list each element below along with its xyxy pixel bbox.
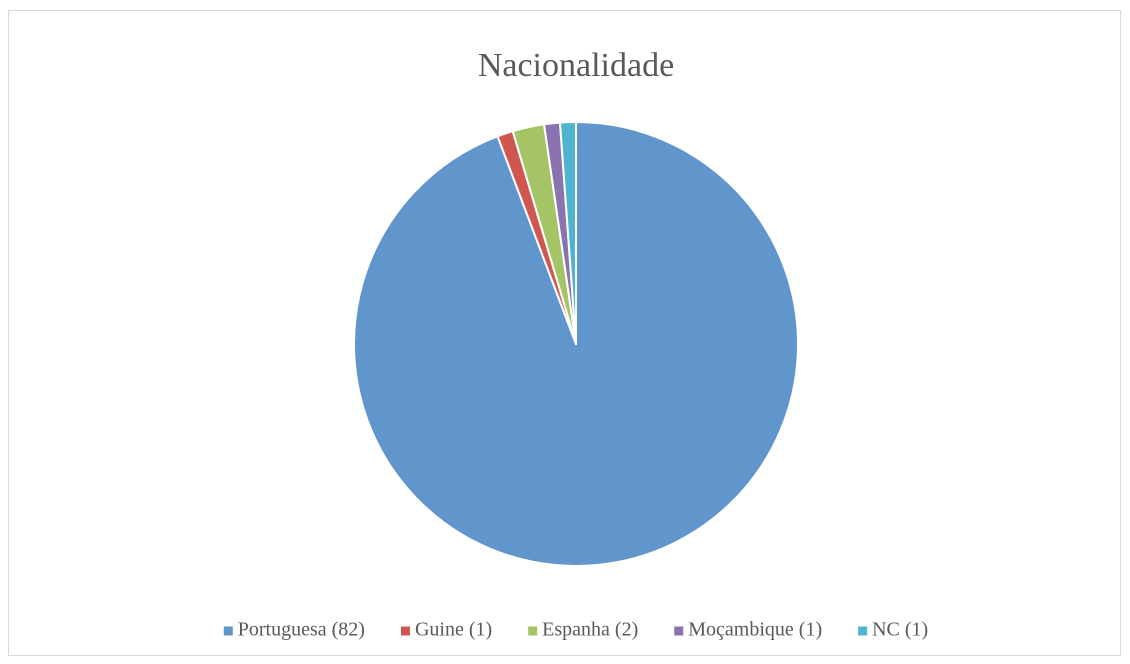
legend-swatch [223,626,233,636]
legend-swatch [528,626,538,636]
legend-label: Espanha (2) [542,619,638,641]
pie-slice [558,121,577,345]
chart-title: Nacionalidade [478,47,674,84]
legend-swatch [674,626,684,636]
legend: Portuguesa (82) Guine (1) Espanha (2) Moçam… [223,619,928,641]
legend-label: Guine (1) [415,619,492,641]
legend-label: Moçambique (1) [688,619,822,641]
legend-swatch [400,626,410,636]
legend-label: Portuguesa (82) [238,619,365,641]
legend-swatch [858,626,868,636]
legend-label: NC (1) [872,619,928,641]
